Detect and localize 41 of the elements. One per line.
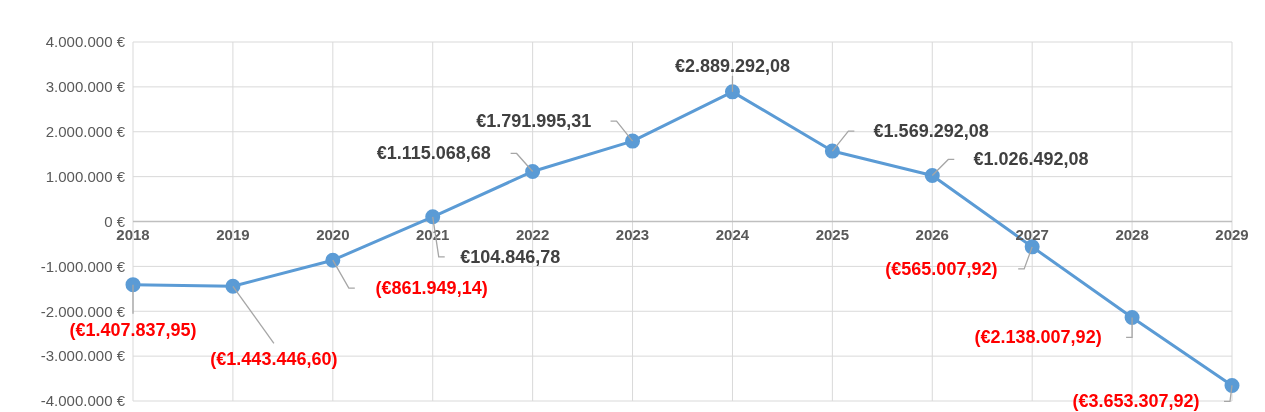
y-tick-label: 2.000.000 € bbox=[45, 123, 126, 141]
point bbox=[924, 167, 940, 183]
y-tick-label: -2.000.000 € bbox=[40, 302, 126, 320]
point bbox=[625, 133, 641, 149]
x-tick-label: 2029 bbox=[1215, 226, 1249, 243]
data-label: €1.115.068,68 bbox=[376, 143, 491, 164]
data-label: €1.026.492,08 bbox=[973, 149, 1089, 170]
x-tick-label: 2026 bbox=[915, 226, 949, 243]
y-tick-label: -4.000.000 € bbox=[40, 392, 126, 410]
x-tick-label: 2021 bbox=[416, 226, 450, 243]
data-label: (€1.443.446,60) bbox=[210, 349, 338, 370]
x-tick-label: 2019 bbox=[216, 226, 250, 243]
y-tick-label: -1.000.000 € bbox=[40, 257, 126, 275]
point bbox=[325, 252, 341, 268]
data-label: €104.846,78 bbox=[460, 246, 561, 267]
data-label: €1.791.995,31 bbox=[476, 111, 592, 132]
data-label: (€1.407.837,95) bbox=[69, 319, 197, 340]
data-label: €1.569.292,08 bbox=[873, 121, 989, 142]
data-label: (€861.949,14) bbox=[375, 278, 488, 299]
x-tick-label: 2027 bbox=[1015, 226, 1049, 243]
x-tick-label: 2023 bbox=[615, 226, 650, 243]
y-tick-label: 3.000.000 € bbox=[45, 78, 126, 96]
point bbox=[425, 209, 441, 225]
data-label: (€565.007,92) bbox=[885, 258, 998, 279]
y-tick-label: -3.000.000 € bbox=[40, 347, 126, 365]
x-tick-label: 2025 bbox=[815, 226, 850, 243]
point bbox=[824, 143, 840, 159]
point bbox=[525, 163, 541, 179]
point bbox=[1024, 239, 1040, 255]
point bbox=[724, 84, 740, 100]
data-label: €2.889.292,08 bbox=[674, 55, 791, 76]
point bbox=[225, 278, 241, 294]
y-tick-label: 1.000.000 € bbox=[45, 167, 126, 185]
x-tick-label: 2028 bbox=[1115, 226, 1149, 243]
x-tick-label: 2024 bbox=[715, 226, 750, 243]
data-label: (€3.653.307,92) bbox=[1072, 391, 1200, 412]
point bbox=[1224, 377, 1240, 393]
data-label: (€2.138.007,92) bbox=[974, 327, 1102, 348]
x-tick-label: 2022 bbox=[515, 226, 550, 243]
x-tick-label: 2020 bbox=[316, 226, 350, 243]
y-tick-label: 4.000.000 € bbox=[45, 33, 126, 51]
